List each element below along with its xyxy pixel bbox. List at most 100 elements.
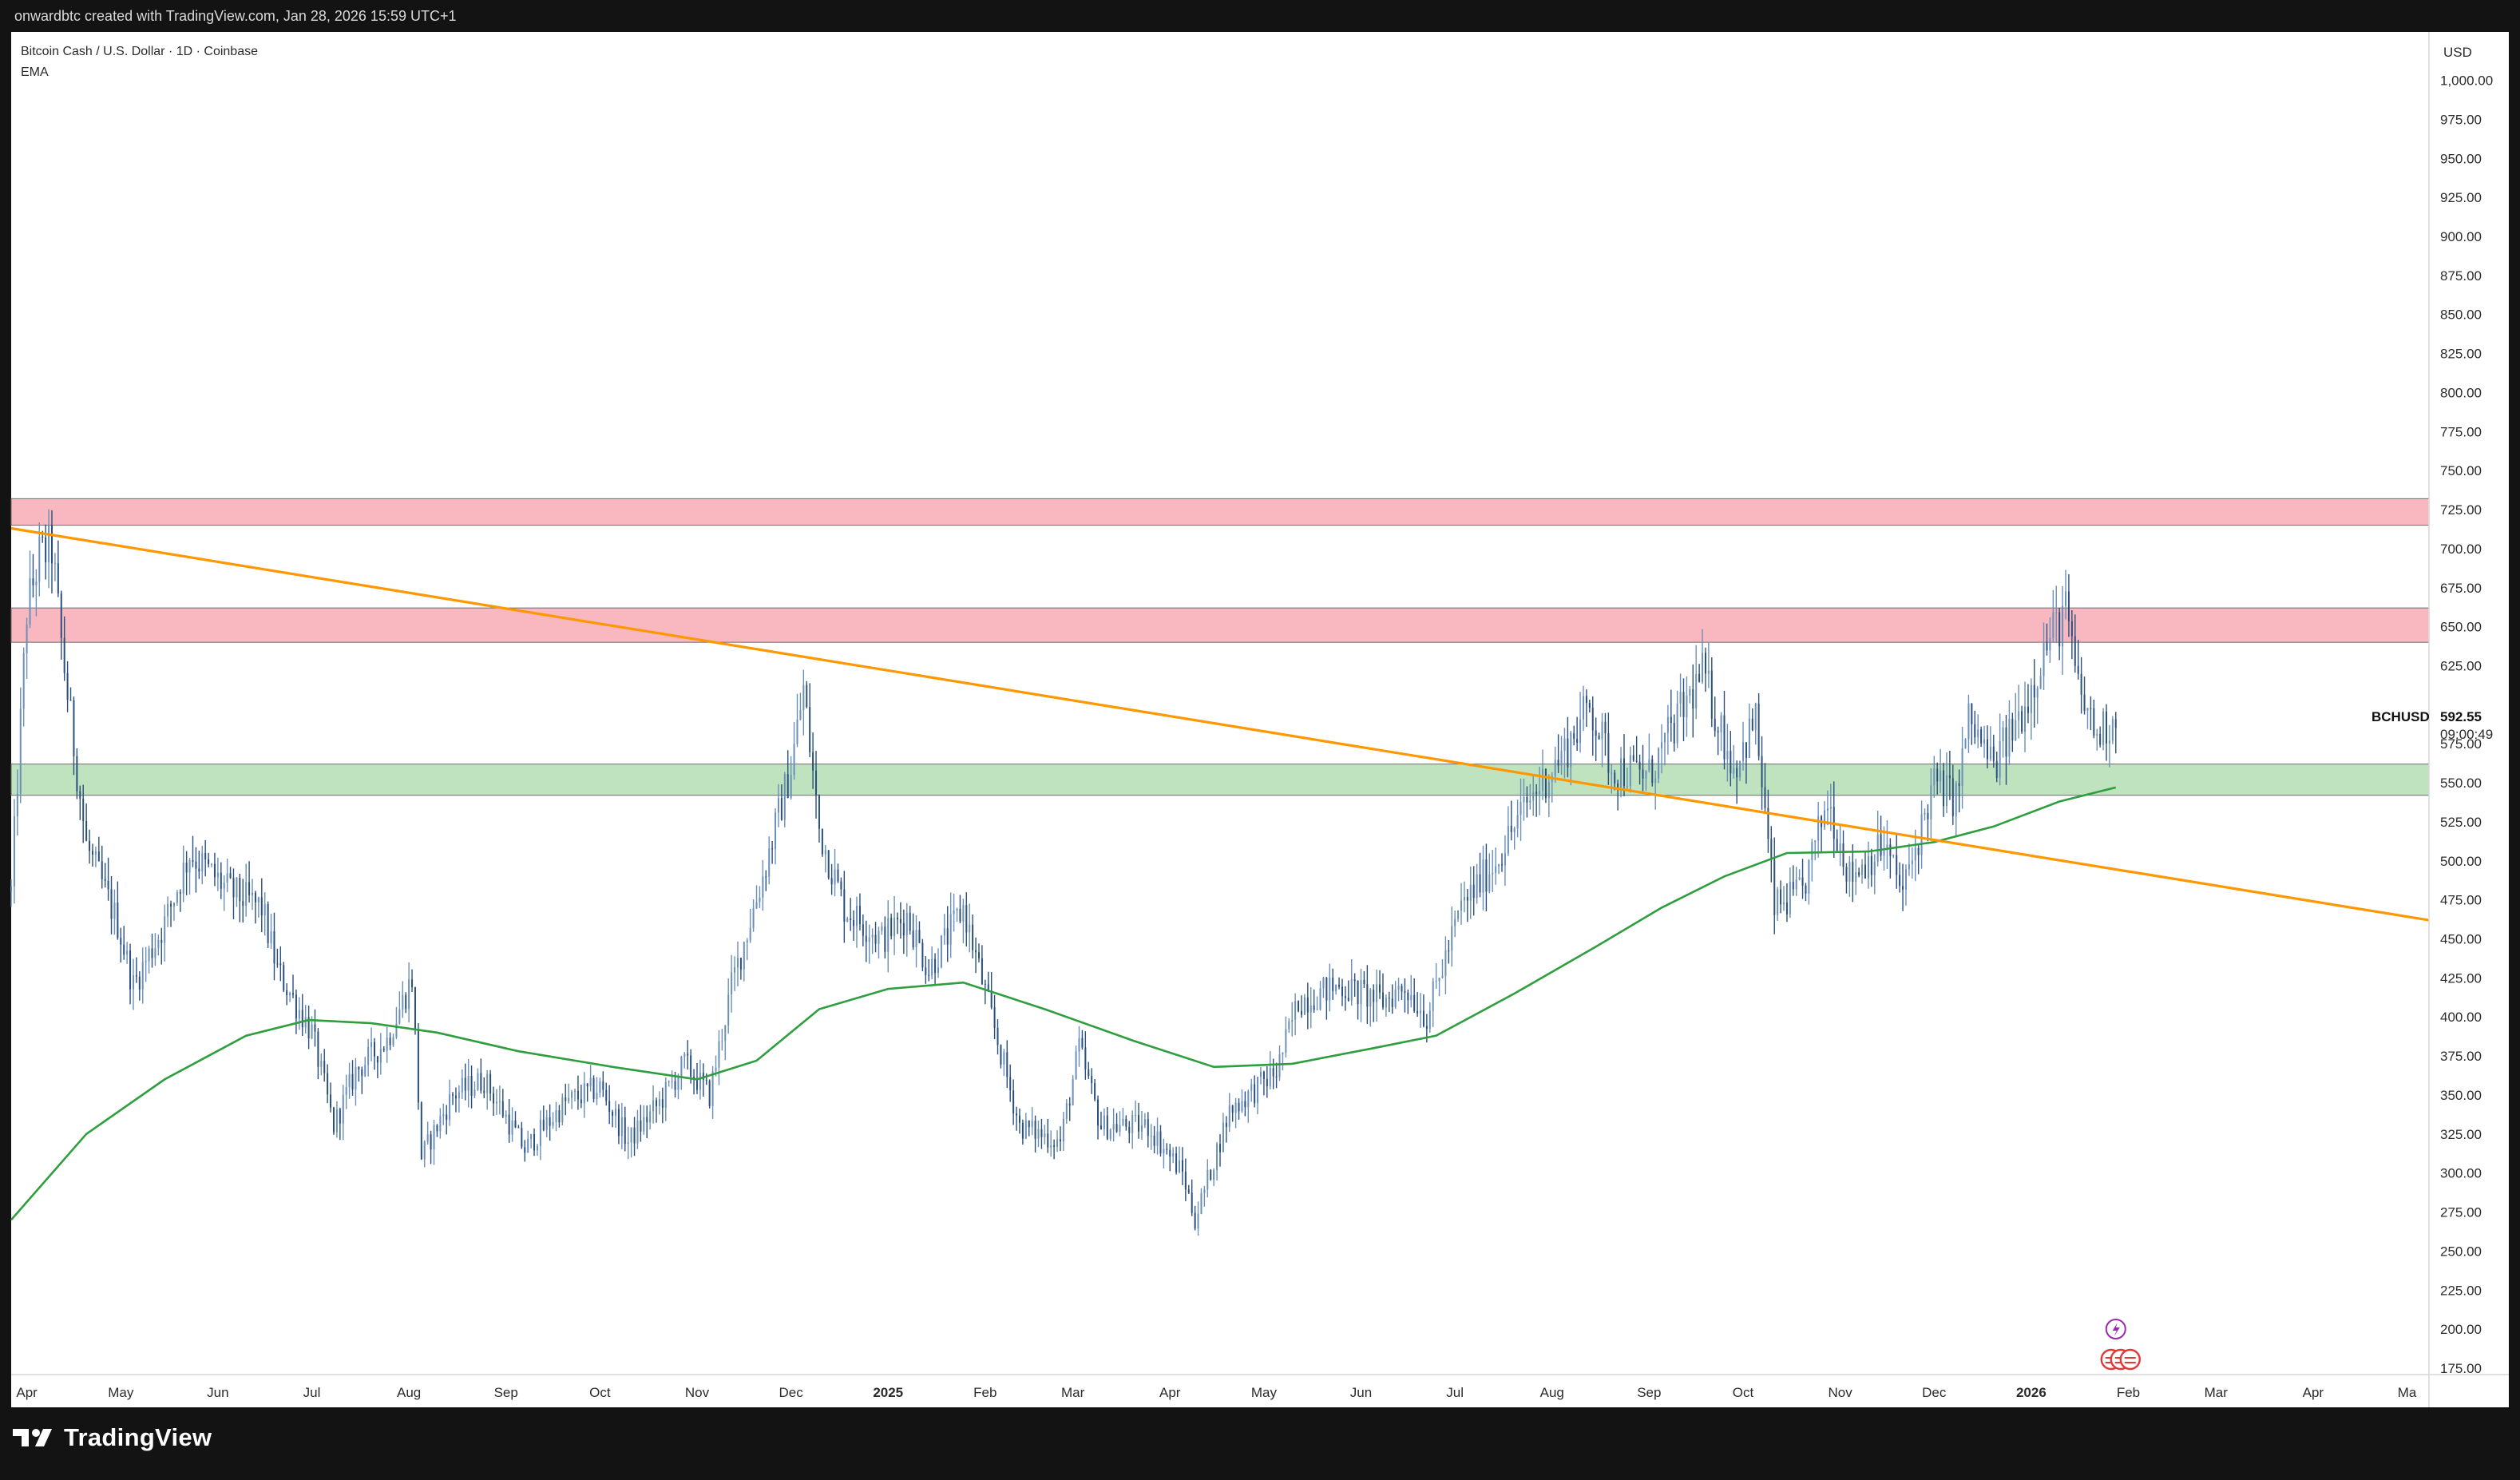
- ohlc-body: [45, 537, 47, 562]
- ohlc-body: [946, 928, 949, 945]
- ohlc-body: [1031, 1121, 1033, 1128]
- ohlc-body: [524, 1147, 526, 1153]
- ohlc-body: [110, 889, 113, 919]
- ohlc-body: [1604, 721, 1607, 733]
- ohlc-body: [1611, 772, 1613, 774]
- ohlc-body: [1100, 1125, 1102, 1129]
- ohlc-body: [1344, 996, 1346, 998]
- ohlc-body: [1902, 886, 1904, 890]
- ohlc-body: [1686, 695, 1688, 717]
- ohlc-body: [1435, 981, 1437, 982]
- ohlc-body: [1125, 1118, 1127, 1127]
- chart-area[interactable]: [11, 32, 2509, 1407]
- ohlc-body: [1169, 1149, 1171, 1157]
- currency-label[interactable]: USD: [2443, 45, 2472, 60]
- ohlc-body: [411, 979, 414, 987]
- ohlc-body: [508, 1114, 510, 1135]
- ohlc-body: [157, 939, 160, 949]
- ohlc-body: [893, 917, 896, 937]
- ohlc-body: [1560, 750, 1563, 766]
- ohlc-body: [1159, 1131, 1162, 1154]
- ohlc-body: [1009, 1077, 1012, 1091]
- ohlc-body: [1927, 812, 1929, 819]
- price-tick-label: 325.00: [2440, 1127, 2482, 1142]
- ohlc-body: [640, 1120, 642, 1132]
- legend-symbol[interactable]: Bitcoin Cash / U.S. Dollar · 1D · Coinba…: [21, 45, 258, 58]
- ohlc-body: [1873, 861, 1876, 875]
- ohlc-body: [1259, 1071, 1262, 1077]
- ohlc-body: [1924, 812, 1926, 815]
- ohlc-body: [981, 958, 983, 984]
- ohlc-body: [79, 791, 81, 799]
- ohlc-body: [439, 1116, 442, 1132]
- ohlc-body: [790, 775, 792, 799]
- ohlc-body: [934, 958, 937, 974]
- time-tick-label: Sep: [494, 1385, 518, 1400]
- ohlc-body: [695, 1079, 698, 1090]
- ohlc-body: [1448, 950, 1450, 952]
- ohlc-body: [1736, 768, 1738, 778]
- ohlc-body: [2086, 708, 2089, 711]
- ohlc-body: [589, 1077, 592, 1087]
- ohlc-body: [301, 1010, 303, 1028]
- ohlc-body: [1381, 992, 1384, 1008]
- ohlc-body: [997, 1028, 999, 1046]
- time-tick-label: Mar: [1061, 1385, 1085, 1400]
- ohlc-body: [2039, 676, 2042, 688]
- ohlc-body: [620, 1117, 623, 1137]
- ohlc-body: [1780, 889, 1782, 905]
- ohlc-body: [1523, 796, 1525, 803]
- ohlc-body: [902, 923, 905, 936]
- ohlc-body: [1651, 759, 1654, 784]
- ohlc-body: [850, 918, 852, 920]
- ohlc-body: [514, 1120, 517, 1128]
- ohlc-body: [420, 1102, 422, 1160]
- price-tick-label: 1,000.00: [2440, 73, 2493, 89]
- ohlc-body: [1886, 844, 1888, 851]
- tradingview-logo-icon: [13, 1429, 52, 1446]
- last-price-marker[interactable]: BCHUSD 592.55 09:00:49: [2371, 700, 2509, 742]
- ohlc-body: [1689, 688, 1691, 696]
- legend-indicator[interactable]: EMA: [21, 65, 49, 79]
- ohlc-body: [89, 840, 91, 851]
- ohlc-body: [1824, 810, 1825, 827]
- ohlc-body: [1814, 840, 1817, 843]
- ohlc-body: [1247, 1090, 1250, 1108]
- ohlc-body: [721, 1041, 723, 1042]
- ohlc-body: [1451, 926, 1453, 951]
- ohlc-body: [1567, 738, 1569, 768]
- ohlc-body: [1563, 738, 1566, 751]
- ohlc-body: [1150, 1135, 1152, 1137]
- ohlc-body: [446, 1114, 448, 1120]
- ohlc-body: [426, 1134, 429, 1142]
- ohlc-body: [1143, 1119, 1146, 1125]
- ohlc-body: [2011, 718, 2014, 740]
- ohlc-body: [358, 1066, 360, 1069]
- ohlc-body: [1817, 815, 1820, 841]
- ohlc-body: [1222, 1122, 1224, 1153]
- tradingview-brand[interactable]: TradingView: [13, 1423, 212, 1452]
- ohlc-body: [909, 912, 911, 931]
- ohlc-body: [931, 958, 933, 976]
- attribution-bar: onwardbtc created with TradingView.com, …: [0, 0, 2520, 32]
- ohlc-bars: [10, 509, 2117, 1236]
- ohlc-body: [1642, 769, 1644, 779]
- ohlc-body: [677, 1077, 680, 1090]
- ohlc-body: [527, 1139, 529, 1153]
- event-markers: [2100, 1319, 2141, 1371]
- ohlc-body: [680, 1057, 683, 1077]
- ohlc-body: [702, 1073, 704, 1080]
- ohlc-body: [1751, 718, 1753, 731]
- time-tick-label: May: [108, 1385, 134, 1400]
- ohlc-body: [2027, 706, 2029, 713]
- ohlc-body: [993, 1007, 996, 1029]
- ohlc-body: [386, 1038, 388, 1051]
- ohlc-body: [990, 990, 993, 1008]
- ohlc-body: [565, 1097, 567, 1101]
- ohlc-body: [314, 1024, 316, 1032]
- ohlc-body: [1539, 791, 1541, 794]
- ohlc-body: [1341, 986, 1343, 997]
- ohlc-body: [780, 798, 783, 820]
- ohlc-body: [1783, 902, 1785, 905]
- zone-resistance-lower: [10, 607, 2430, 643]
